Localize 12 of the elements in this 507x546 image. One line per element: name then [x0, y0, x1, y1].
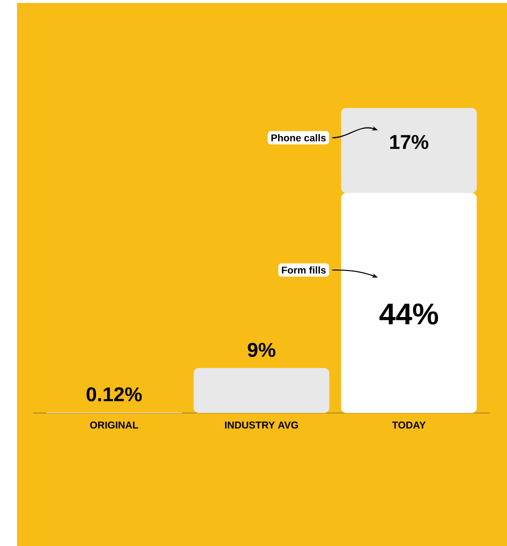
- x-tick-label: INDUSTRY AVG: [225, 422, 298, 429]
- data-label: 9%: [248, 342, 276, 357]
- data-label: 17%: [390, 134, 428, 150]
- data-label: 0.12%: [86, 387, 142, 402]
- bar: [194, 368, 330, 413]
- x-tick-label: ORIGINAL: [90, 422, 138, 429]
- series-label: Form fills: [282, 266, 326, 274]
- bar: [341, 108, 477, 193]
- data-label: 44%: [379, 303, 438, 325]
- series-label: Phone calls: [271, 134, 326, 142]
- x-tick-label: TODAY: [392, 422, 426, 429]
- bar: [341, 193, 477, 413]
